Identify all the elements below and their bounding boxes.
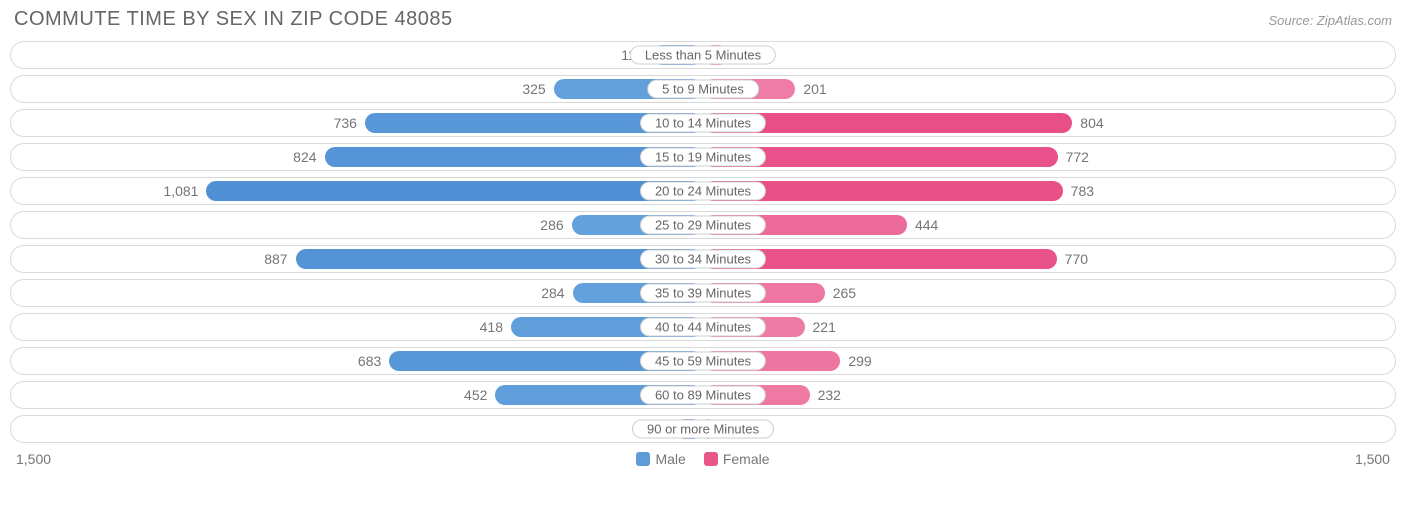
chart-source: Source: ZipAtlas.com — [1268, 13, 1392, 28]
legend-item-male: Male — [636, 451, 685, 467]
male-value: 418 — [480, 317, 511, 337]
category-pill: 10 to 14 Minutes — [640, 114, 766, 133]
legend: Male Female — [636, 451, 769, 467]
female-value: 444 — [907, 215, 938, 235]
male-value: 286 — [540, 215, 571, 235]
chart-row: 887 770 30 to 34 Minutes — [10, 245, 1396, 273]
chart-row: 11257Less than 5 Minutes — [10, 41, 1396, 69]
category-pill: 45 to 59 Minutes — [640, 352, 766, 371]
chart-row: 325 201 5 to 9 Minutes — [10, 75, 1396, 103]
chart-row: 418 221 40 to 44 Minutes — [10, 313, 1396, 341]
male-value: 325 — [522, 79, 553, 99]
female-value: 201 — [795, 79, 826, 99]
category-pill: 35 to 39 Minutes — [640, 284, 766, 303]
male-value: 736 — [334, 113, 365, 133]
axis-right-label: 1,500 — [1355, 451, 1390, 467]
axis-row: 1,500 Male Female 1,500 — [10, 449, 1396, 467]
category-pill: 15 to 19 Minutes — [640, 148, 766, 167]
female-value: 265 — [825, 283, 856, 303]
chart-row: 452 232 60 to 89 Minutes — [10, 381, 1396, 409]
male-value: 452 — [464, 385, 495, 405]
female-value: 783 — [1063, 181, 1094, 201]
legend-swatch-male — [636, 452, 650, 466]
diverging-bar-chart: 11257Less than 5 Minutes 325 201 5 to 9 Min… — [10, 41, 1396, 443]
male-value: 824 — [293, 147, 324, 167]
male-bar — [206, 181, 703, 201]
category-pill: 40 to 44 Minutes — [640, 318, 766, 337]
legend-label-male: Male — [655, 451, 685, 467]
axis-left-label: 1,500 — [16, 451, 51, 467]
category-pill: 25 to 29 Minutes — [640, 216, 766, 235]
female-value: 232 — [810, 385, 841, 405]
female-value: 299 — [840, 351, 871, 371]
chart-row: 284 265 35 to 39 Minutes — [10, 279, 1396, 307]
chart-row: 1,081 783 20 to 24 Minutes — [10, 177, 1396, 205]
male-value: 284 — [541, 283, 572, 303]
legend-item-female: Female — [704, 451, 770, 467]
legend-swatch-female — [704, 452, 718, 466]
category-pill: 20 to 24 Minutes — [640, 182, 766, 201]
male-value: 887 — [264, 249, 295, 269]
category-pill: 30 to 34 Minutes — [640, 250, 766, 269]
chart-row: 824 772 15 to 19 Minutes — [10, 143, 1396, 171]
category-pill: 60 to 89 Minutes — [640, 386, 766, 405]
male-value: 683 — [358, 351, 389, 371]
female-value: 221 — [805, 317, 836, 337]
female-value: 770 — [1057, 249, 1088, 269]
chart-row: 622190 or more Minutes — [10, 415, 1396, 443]
chart-header: COMMUTE TIME BY SEX IN ZIP CODE 48085 So… — [10, 8, 1396, 41]
male-value: 1,081 — [163, 181, 206, 201]
category-pill: 5 to 9 Minutes — [647, 80, 759, 99]
legend-label-female: Female — [723, 451, 770, 467]
chart-row: 736 804 10 to 14 Minutes — [10, 109, 1396, 137]
category-pill: 90 or more Minutes — [632, 420, 774, 439]
category-pill: Less than 5 Minutes — [630, 46, 776, 65]
chart-row: 683 299 45 to 59 Minutes — [10, 347, 1396, 375]
female-value: 804 — [1072, 113, 1103, 133]
chart-row: 286 444 25 to 29 Minutes — [10, 211, 1396, 239]
female-value: 772 — [1058, 147, 1089, 167]
chart-title: COMMUTE TIME BY SEX IN ZIP CODE 48085 — [14, 8, 453, 31]
